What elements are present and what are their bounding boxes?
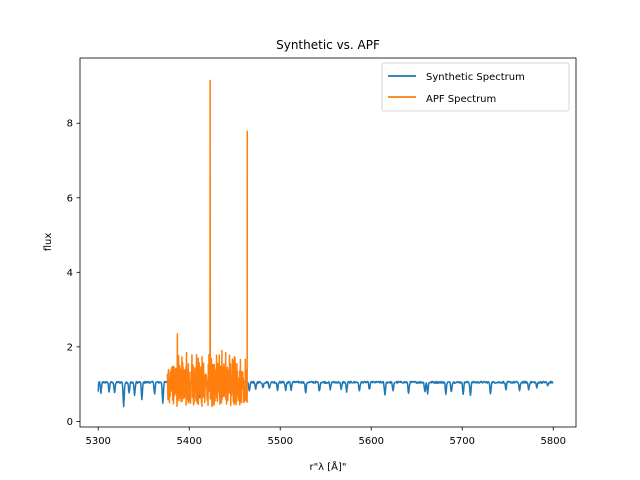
series-layer	[97, 79, 554, 408]
y-axis-label: flux	[43, 233, 54, 252]
x-tick-label: 5600	[359, 436, 384, 447]
plot-frame	[79, 57, 577, 428]
series-line-apf	[166, 79, 249, 408]
y-tick-label: 0	[67, 417, 73, 428]
x-tick-label: 5500	[267, 436, 292, 447]
x-tick-label: 5300	[85, 436, 110, 447]
x-tick-label: 5700	[450, 436, 475, 447]
legend: Synthetic Spectrum APF Spectrum	[381, 62, 570, 112]
y-tick-label: 4	[67, 268, 73, 279]
y-axis: 0 2 4 6 8	[67, 119, 80, 428]
y-tick-label: 8	[67, 119, 73, 130]
chart-title: Synthetic vs. APF	[276, 38, 380, 52]
legend-label-apf: APF Spectrum	[426, 94, 496, 105]
x-tick-label: 5400	[176, 436, 201, 447]
x-axis-label: r"λ [Å]"	[309, 460, 346, 473]
y-tick-label: 6	[67, 193, 73, 204]
legend-box	[381, 62, 570, 112]
x-axis: 5300 5400 5500 5600 5700 5800	[85, 427, 566, 447]
y-tick-label: 2	[67, 342, 73, 353]
x-tick-label: 5800	[541, 436, 566, 447]
legend-label-synthetic: Synthetic Spectrum	[426, 72, 525, 83]
